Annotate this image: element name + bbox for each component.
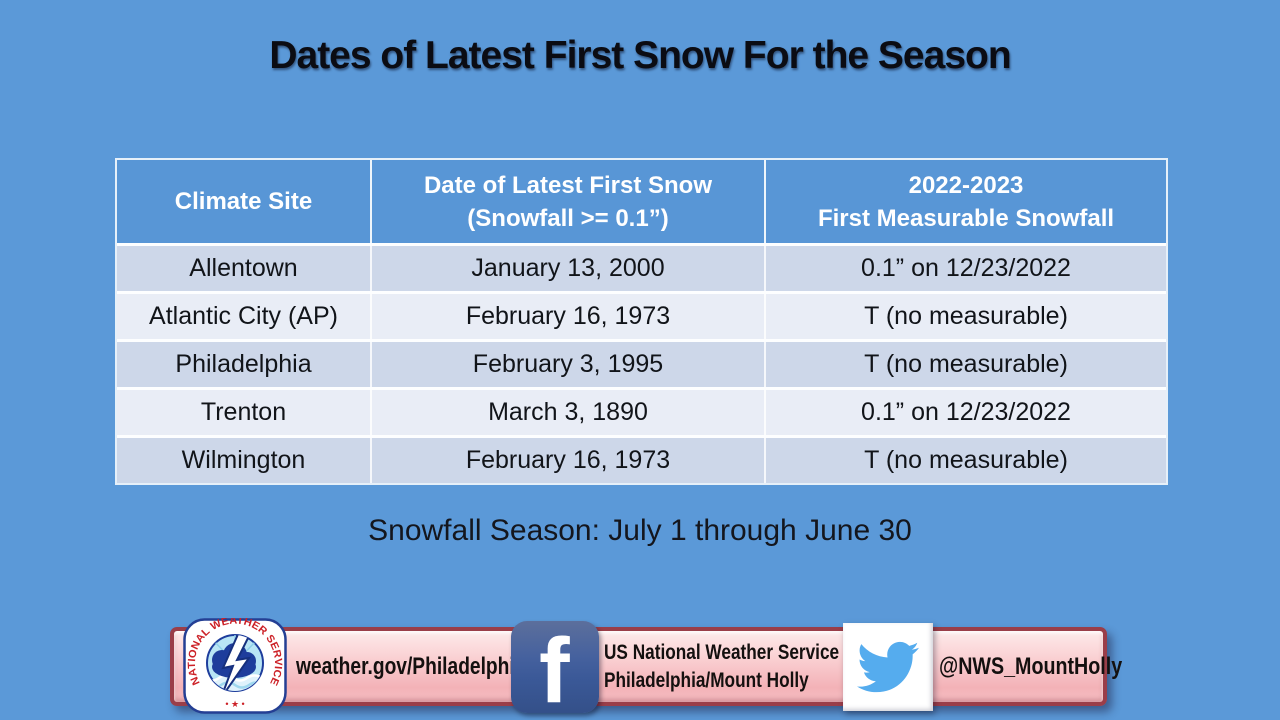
cell-site: Wilmington	[117, 438, 370, 483]
table-row: Allentown January 13, 2000 0.1” on 12/23…	[117, 243, 1166, 291]
cell-date: February 16, 1973	[370, 438, 764, 483]
table-row: Trenton March 3, 1890 0.1” on 12/23/2022	[117, 387, 1166, 435]
nws-logo-icon: NATIONAL WEATHER SERVICE • ★ •	[183, 614, 287, 714]
cell-site: Atlantic City (AP)	[117, 294, 370, 339]
facebook-page-line1: US National Weather Service	[604, 641, 840, 664]
cell-first-measurable: T (no measurable)	[764, 342, 1166, 387]
table-row: Philadelphia February 3, 1995 T (no meas…	[117, 339, 1166, 387]
cell-first-measurable: 0.1” on 12/23/2022	[764, 390, 1166, 435]
cell-date: March 3, 1890	[370, 390, 764, 435]
twitter-handle: @NWS_MountHolly	[939, 653, 1123, 680]
snow-data-table: Climate Site Date of Latest First Snow (…	[115, 158, 1168, 485]
facebook-letter: f	[539, 621, 570, 713]
header-climate-site: Climate Site	[117, 160, 370, 243]
twitter-icon	[843, 623, 933, 711]
table-row: Atlantic City (AP) February 16, 1973 T (…	[117, 291, 1166, 339]
season-note: Snowfall Season: July 1 through June 30	[368, 514, 912, 547]
facebook-icon: f	[511, 621, 599, 713]
facebook-page-line2: Philadelphia/Mount Holly	[604, 669, 809, 692]
cell-date: January 13, 2000	[370, 246, 764, 291]
cell-first-measurable: 0.1” on 12/23/2022	[764, 246, 1166, 291]
header-first-measurable: 2022-2023 First Measurable Snowfall	[764, 160, 1166, 243]
nws-logo-stars: • ★ •	[225, 699, 244, 709]
cell-date: February 3, 1995	[370, 342, 764, 387]
cell-first-measurable: T (no measurable)	[764, 438, 1166, 483]
cell-site: Philadelphia	[117, 342, 370, 387]
website-link: weather.gov/Philadelphia	[296, 653, 526, 680]
slide-title: Dates of Latest First Snow For the Seaso…	[269, 34, 1011, 77]
header-latest-first-snow: Date of Latest First Snow (Snowfall >= 0…	[370, 160, 764, 243]
cell-first-measurable: T (no measurable)	[764, 294, 1166, 339]
cell-site: Allentown	[117, 246, 370, 291]
table-header-row: Climate Site Date of Latest First Snow (…	[117, 160, 1166, 243]
footer-banner: NATIONAL WEATHER SERVICE • ★ • weather.g…	[170, 614, 1122, 714]
cell-site: Trenton	[117, 390, 370, 435]
table-row: Wilmington February 16, 1973 T (no measu…	[117, 435, 1166, 483]
cell-date: February 16, 1973	[370, 294, 764, 339]
facebook-page-name: US National Weather Service Philadelphia…	[604, 639, 839, 695]
